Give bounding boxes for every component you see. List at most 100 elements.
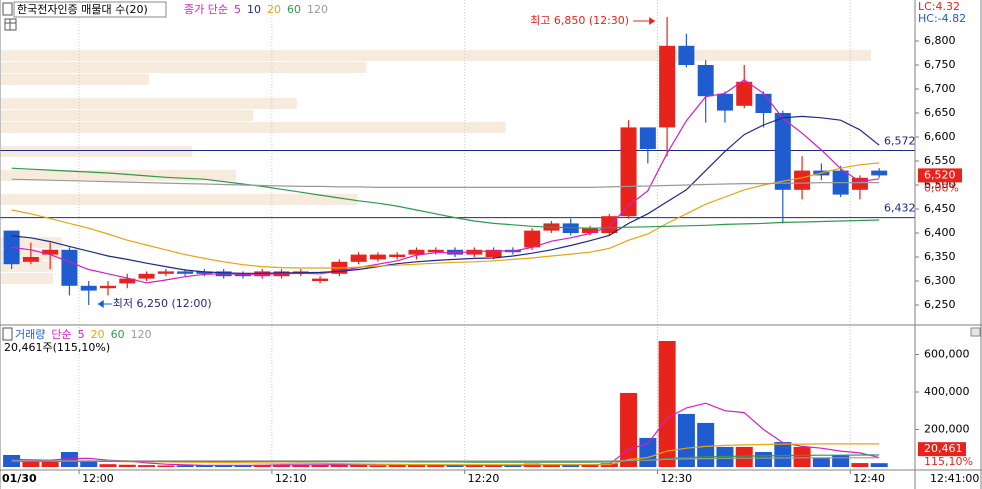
time-label: 12:20 [468, 472, 500, 485]
candle-body [716, 93, 733, 111]
volume-bar [562, 465, 580, 467]
volume-bar [215, 465, 233, 467]
candle-body [119, 278, 136, 284]
volume-bar [870, 463, 888, 467]
candle-body [80, 285, 97, 291]
high-note: 최고 6,850 (12:30) [530, 14, 629, 27]
candle-body [755, 93, 772, 113]
date-label: 01/30 [2, 472, 37, 485]
candle-body [196, 271, 213, 274]
volume-bar [504, 465, 522, 467]
price-ma-line [11, 162, 880, 269]
volume-bar [812, 457, 830, 467]
volume-bar [195, 465, 213, 467]
indicator-icon[interactable] [2, 327, 13, 341]
candle-body [697, 65, 714, 97]
profile-bar [1, 73, 149, 85]
candle-body [639, 127, 656, 149]
low-arrowhead [97, 300, 104, 308]
volume-bar [542, 464, 560, 467]
volume-bar [793, 446, 811, 467]
candle-body [177, 271, 194, 274]
volume-bar [60, 451, 78, 467]
price-ma-line [11, 79, 880, 284]
volume-bar [407, 464, 425, 467]
profile-bar [1, 61, 367, 73]
y-tick-label: 6,700 [924, 82, 956, 95]
profile-bar [1, 169, 236, 181]
candle-body [408, 249, 425, 255]
volume-bar [22, 460, 40, 467]
volume-bar [832, 454, 850, 467]
y-tick-label: 6,650 [924, 106, 956, 119]
volume-bar [369, 465, 387, 467]
y-tick-label: 6,800 [924, 34, 956, 47]
last-volume-label: 20,461 [924, 442, 963, 455]
candle-body [350, 254, 367, 262]
time-label: 12:40 [853, 472, 885, 485]
candle-body [582, 228, 598, 233]
ma-legend-item: 120 [307, 3, 328, 16]
candle-body [601, 216, 618, 233]
volume-bar [99, 464, 117, 467]
last-price-box [918, 168, 962, 183]
panel-button[interactable] [970, 327, 981, 337]
candle-body [234, 273, 251, 277]
candle-body [485, 249, 502, 257]
volume-ma-legend-item: 5 [78, 328, 85, 341]
candle-body [157, 271, 174, 274]
candle-body [138, 273, 155, 279]
time-label: 12:00 [82, 472, 114, 485]
candle-body [22, 257, 39, 262]
volume-ratio-label: 115,10% [924, 455, 973, 468]
volume-ma-legend-item: 60 [111, 328, 125, 341]
last-volume-box [918, 442, 966, 457]
price-ma-line [11, 167, 880, 229]
ma-legend-item: 20 [267, 3, 281, 16]
profile-legend: 한국전자인증 매물대 수(20) [17, 3, 148, 16]
volume-bar [330, 463, 348, 467]
candle-body [794, 170, 811, 190]
volume-bar [273, 464, 291, 467]
volume-bar [755, 451, 773, 467]
candle-body [42, 249, 59, 255]
candle-body [871, 170, 888, 176]
candle-body [851, 177, 868, 190]
volume-bar [774, 442, 792, 467]
last-price-label: 6,520 [924, 168, 956, 181]
volume-ma-legend-item: 20 [91, 328, 105, 341]
level-label: 6,572 [884, 134, 916, 147]
ma-legend-item: 60 [287, 3, 301, 16]
current-time: 12:41:00 [930, 472, 979, 485]
candle-body [678, 45, 695, 65]
profile-bar [1, 121, 506, 133]
volume-summary: 20,461주(115,10%) [4, 341, 110, 354]
volume-bar [446, 465, 464, 467]
profile-bar [1, 193, 358, 205]
volume-bar [677, 413, 695, 467]
profile-legend-box[interactable] [13, 1, 167, 18]
volume-bar [639, 437, 657, 467]
profile-bar [1, 109, 254, 121]
volume-bar [118, 464, 136, 467]
volume-y-tick-label: 400,000 [924, 385, 970, 398]
candle-body [524, 230, 541, 248]
volume-bar [851, 463, 869, 467]
price-ma-line [11, 178, 880, 188]
volume-bar [427, 465, 445, 467]
candle-body [659, 45, 676, 128]
ma-legend-item: 5 [234, 3, 241, 16]
candle-body [312, 278, 329, 281]
profile-bar [1, 273, 54, 285]
volume-bar [735, 446, 753, 467]
volume-y-tick-label: 200,000 [924, 422, 970, 435]
volume-bar [292, 465, 310, 467]
volume-bar [697, 422, 715, 467]
volume-bar [311, 465, 329, 467]
volume-bar [485, 464, 503, 467]
indicator-icon[interactable] [2, 2, 13, 16]
volume-bar [658, 340, 676, 467]
volume-bar [157, 465, 175, 467]
